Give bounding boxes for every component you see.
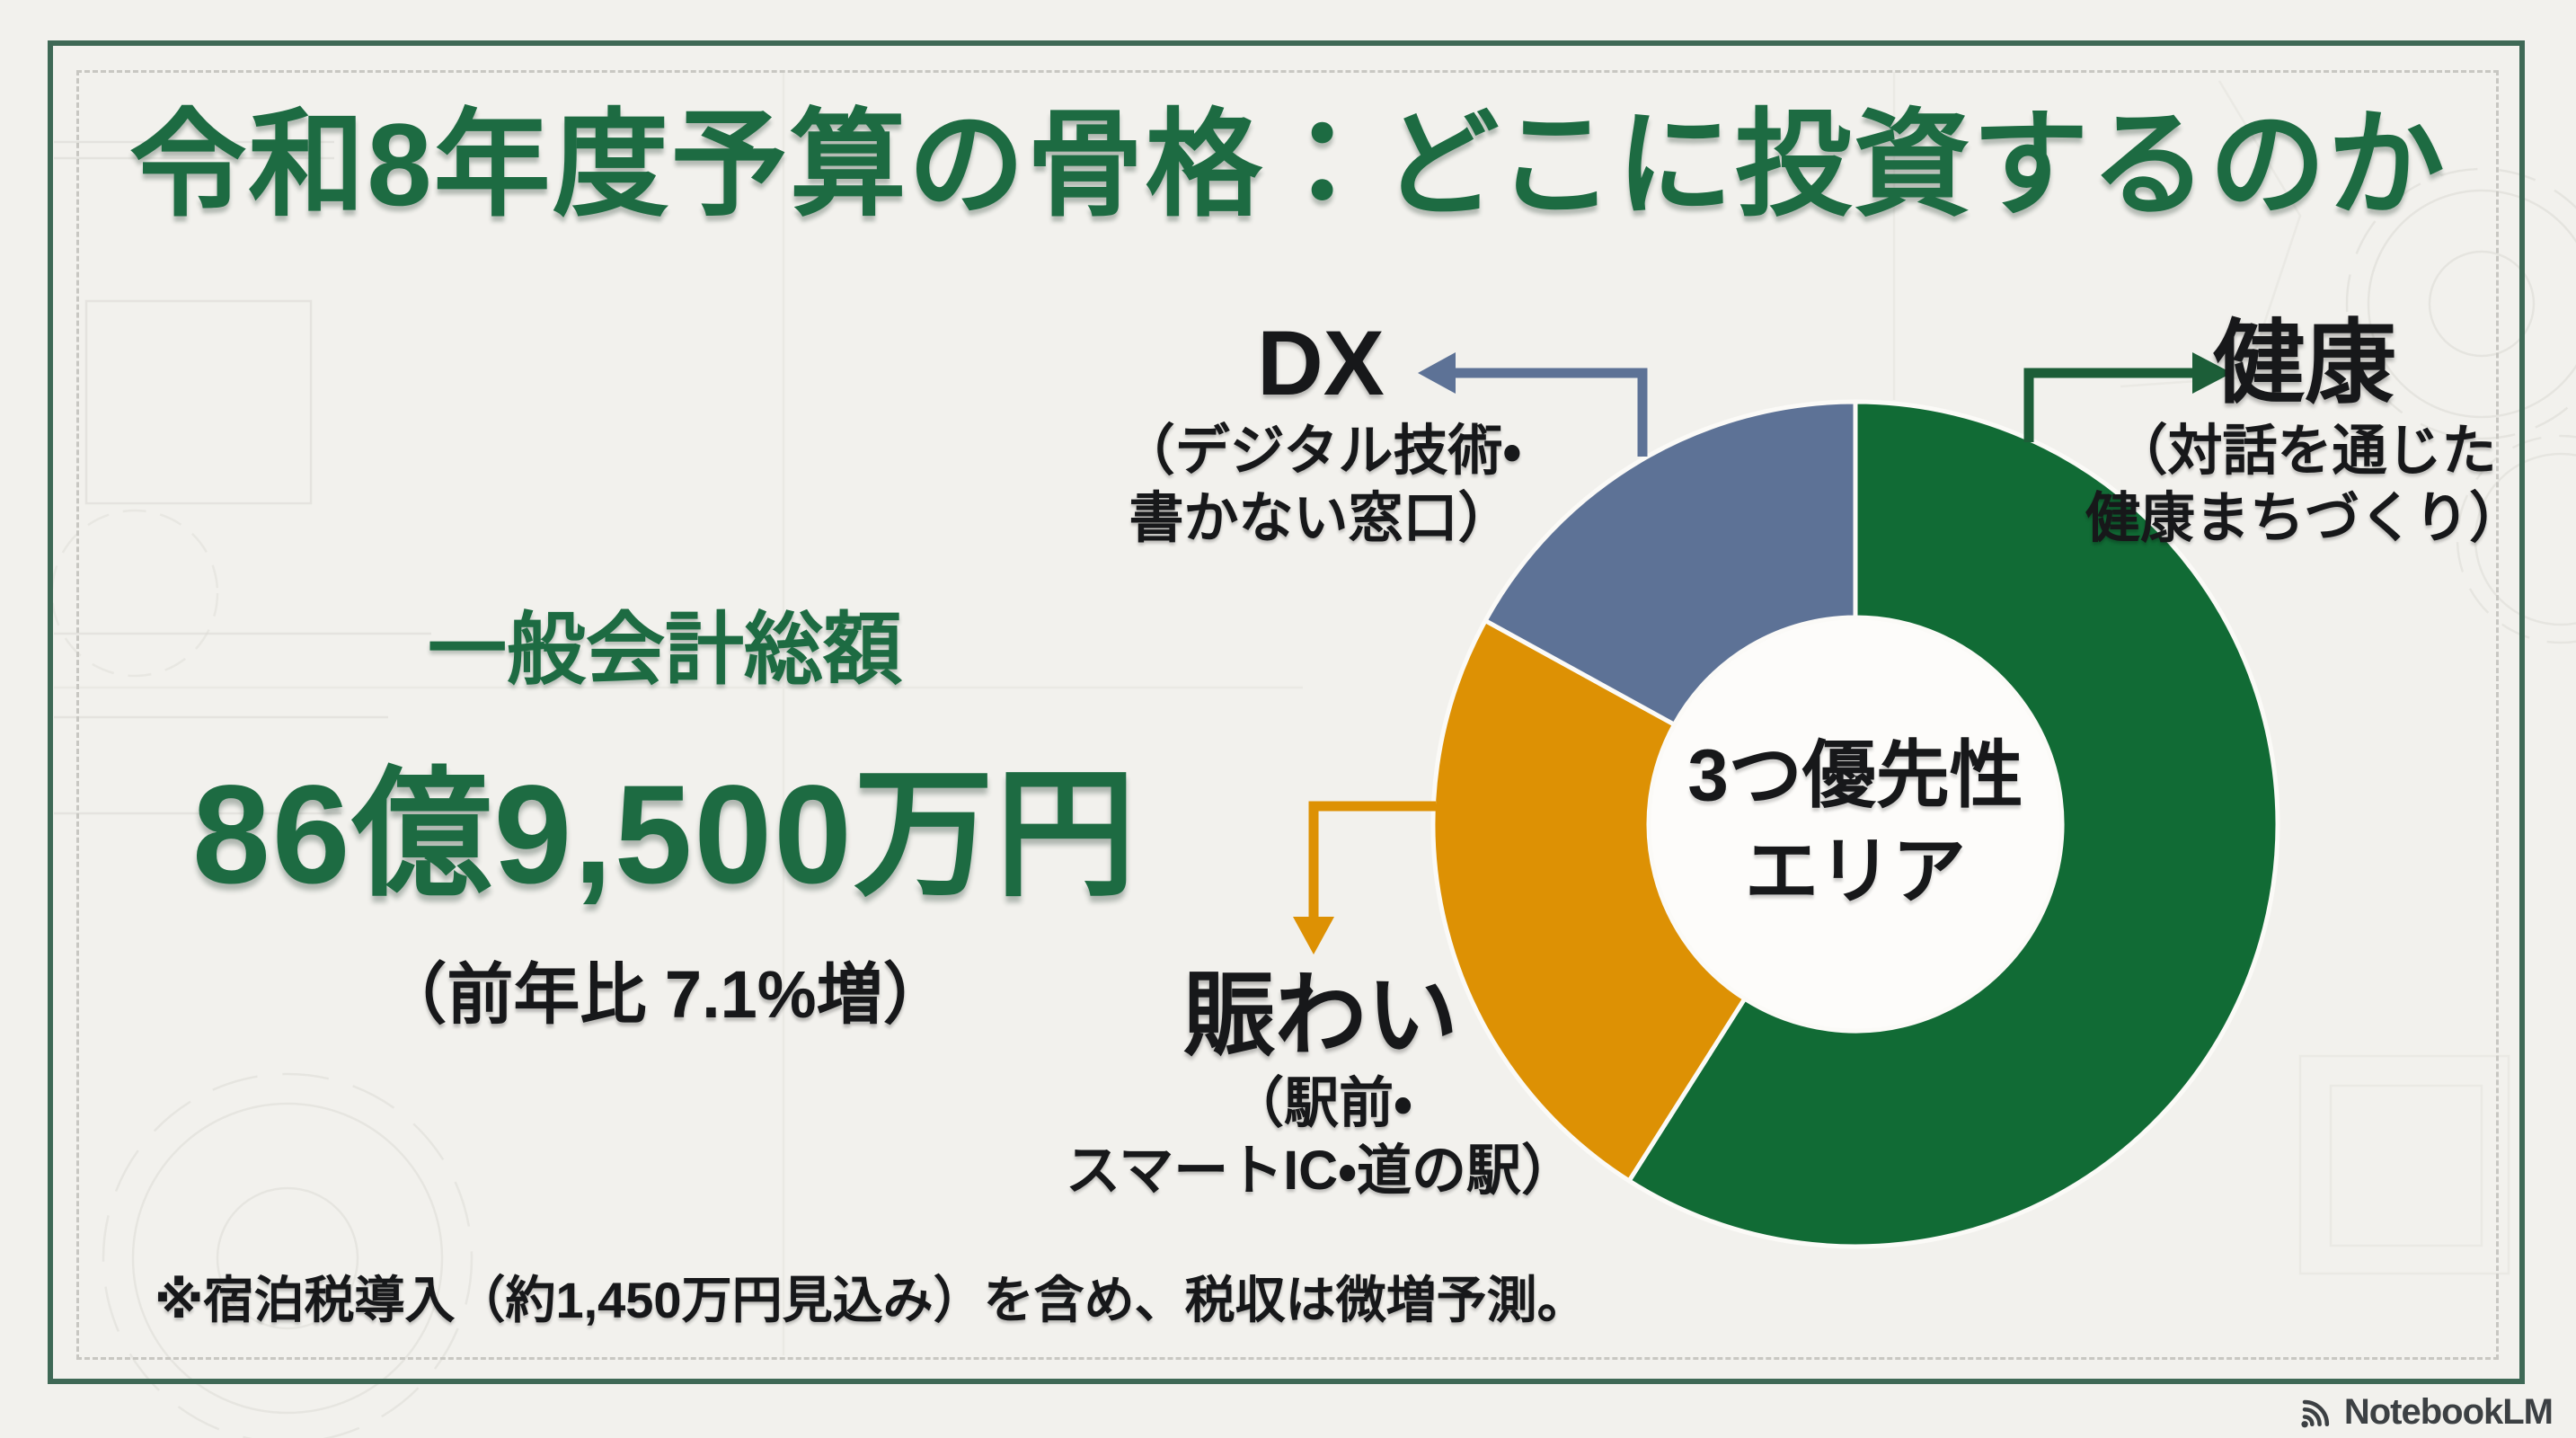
page-title: 令和8年度予算の骨格：どこに投資するのか xyxy=(129,99,2447,230)
inner-dashed-border xyxy=(76,70,2499,1360)
donut-segment-dx xyxy=(1483,399,1858,727)
donut-center-label: 3つ優先性 エリア xyxy=(1687,728,2023,919)
budget-summary-label: 一般会計総額 xyxy=(427,605,902,694)
notebooklm-logo-text: NotebookLM xyxy=(2343,1391,2554,1432)
segment-label-kenko: 健康 （対話を通じた 健康まちづくり） xyxy=(2050,315,2559,551)
notebooklm-logo-icon xyxy=(2301,1399,2329,1428)
budget-total-amount: 86億9,500万円 xyxy=(192,757,1138,913)
budget-yoy-change: （前年比 7.1%増） xyxy=(380,957,950,1032)
footnote: ※宿泊税導入（約1,450万円見込み）を含め、税収は微増予測。 xyxy=(155,1272,1588,1328)
slide-frame-border xyxy=(48,40,2525,1384)
segment-label-dx-title: DX xyxy=(1257,312,1385,414)
donut-segment-kenko xyxy=(1626,399,2280,1249)
segment-label-nigiwai-title: 賑わい xyxy=(1183,964,1458,1067)
donut-chart-svg xyxy=(1430,399,2280,1249)
budget-summary: 一般会計総額 86億9,500万円 （前年比 7.1%増） xyxy=(135,586,1195,1037)
segment-label-nigiwai: 賑わい （駅前・ スマートIC・道の駅） xyxy=(1015,967,1626,1203)
donut-center-line-1: 3つ優先性 xyxy=(1687,734,2023,817)
segment-label-dx: DX （デジタル技術・ 書かない窓口） xyxy=(1015,315,1626,551)
donut-chart xyxy=(1424,393,2287,1256)
donut-segment-nigiwai xyxy=(1430,618,1748,1184)
segment-label-kenko-title: 健康 xyxy=(2213,312,2396,414)
segment-label-kenko-sub: （対話を通じた 健康まちづくり） xyxy=(2085,420,2524,548)
donut-center-line-2: エリア xyxy=(1744,830,1967,912)
segment-label-dx-sub: （デジタル技術・ 書かない窓口） xyxy=(1120,420,1522,548)
donut-hole xyxy=(1643,612,2067,1036)
notebooklm-branding: NotebookLM xyxy=(2296,1389,2554,1434)
segment-label-nigiwai-sub: （駅前・ スマートIC・道の駅） xyxy=(1066,1072,1576,1201)
